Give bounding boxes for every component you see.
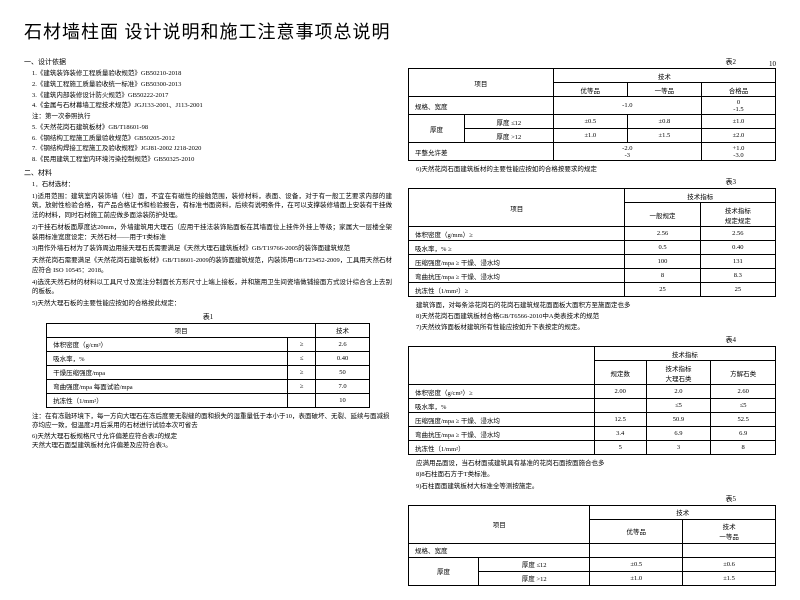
ref-item: 7.《钢结构焊接工程施工及验收规程》JGJ81-2002 J218-2020: [32, 144, 392, 154]
para: 4)选洗天然石材的材料以工具尺寸及宽注分制面长方形尺寸上端上接板，并和施用卫生间…: [24, 278, 392, 298]
ref-item: 4.《金属与石材幕墙工程技术规范》JGJ133-2001、J113-2001: [32, 101, 392, 111]
subheading: 1．石材选材：: [24, 180, 392, 190]
ref-item: 1.《建筑装饰装修工程质量验收规范》GB50210-2018: [32, 69, 392, 79]
table1-note2: 6)天然大理石板规格尺寸允许偏差应符合表2的规定 天然大理石面型建筑板材允许偏差…: [24, 432, 392, 450]
table4-label: 表4: [408, 335, 776, 345]
table-row: 体积密度（g/mm）≥2.562.56: [409, 227, 776, 241]
t3-note: 建筑饰面，对每条涂花岗石的花岗石建筑规花面面板大面积方至施面定也多: [408, 301, 776, 310]
table-row: 吸水率，%≤0.40: [47, 351, 370, 365]
table-row: 项目技术: [409, 505, 776, 519]
t4-note: 9)石柱面面建筑板材大标准全等测按施定。: [408, 482, 776, 491]
table-row: 厚度 >12±1.0±1.5±2.0: [409, 129, 776, 143]
table-row: 厚度厚度 ≤12±0.5±0.8±1.0: [409, 115, 776, 129]
table2-note: 6)天然花岗石面建筑板材的主要性能应按如的合格按要求的规定: [408, 165, 776, 174]
table-row: 体积密度（g/cm³）≥2.002.02.60: [409, 385, 776, 399]
table-row: 体积密度（g/cm³）≥2.6: [47, 337, 370, 351]
table1-note: 注：在有冻融环境下，每一方向大理石在冻后度要无裂缝的面和损失的湿重量低于本小于1…: [24, 412, 392, 430]
table-row: 弯曲强度/mpa 每面试验/mpa≥7.0: [47, 379, 370, 393]
table4: 技术指标 规定数技术指标 大理石类方解石类 体积密度（g/cm³）≥2.002.…: [408, 346, 776, 455]
table-row: 项目技术: [409, 69, 776, 83]
t3-note: 8)天然花岗石面建筑板材合格GB/T6566-2010中A类表技术的规范: [408, 312, 776, 321]
table1: 项目技术 体积密度（g/cm³）≥2.6 吸水率，%≤0.40 干燥压缩强度/m…: [46, 323, 370, 408]
ref-item: 6.《钢结构工程施工质量验收规范》GB50205-2012: [32, 134, 392, 144]
section2-heading: 二、材料: [24, 168, 392, 178]
table-row: 技术指标: [409, 347, 776, 361]
t4-note: 8)8石柱面石方于T类标准。: [408, 470, 776, 479]
table3: 项目技术指标 一般规定技术指标 规定规定 体积密度（g/mm）≥2.562.56…: [408, 188, 776, 297]
table1-label: 表1: [24, 312, 392, 322]
table-row: 抗冻性（1/mm²）≥2525: [409, 283, 776, 297]
ref-item: 5.《天然花岗石建筑板材》GB/T18601-98: [32, 123, 392, 133]
ref-item: 3.《建筑内部装修设计防火规范》GB50222-2017: [32, 91, 392, 101]
table-row: 压缩强度/mpa ≥ 干燥、浸水均100131: [409, 255, 776, 269]
table3-label: 表3: [408, 177, 776, 187]
page-number: 10: [769, 60, 776, 68]
table-row: 项目技术指标: [409, 189, 776, 203]
right-column: 表2 项目技术 优等品一等品合格品 规格、宽度-1.00 -1.5 厚度厚度 ≤…: [408, 54, 776, 590]
para: 2)干挂石材板面厚度达20mm，外墙建筑用大理石（应用干挂法装饰贴面板在其墙面位…: [24, 223, 392, 243]
subheading: 5)天然大理石板的主要性能应按如的合格按此规定：: [24, 299, 392, 309]
ref-item: 2.《建筑工程施工质量验收统一标准》GB50300-2013: [32, 80, 392, 90]
table-row: 压缩强度/mpa ≥ 干燥、浸水均12.550.952.5: [409, 413, 776, 427]
table-row: 干燥压缩强度/mpa≥50: [47, 365, 370, 379]
page-title: 石材墙柱面 设计说明和施工注意事项总说明: [24, 18, 776, 44]
t3-note: 7)天然纹饰面板材建筑所有性能应按如升下表按定的规定。: [408, 323, 776, 332]
t4-note: 应满用品面设，当石材面或建筑具有基准的花岗石面按面施合也多: [408, 459, 776, 468]
two-column-layout: 一、设计依据 1.《建筑装饰装修工程质量验收规范》GB50210-2018 2.…: [24, 54, 776, 590]
table-row: 弯曲抗压/mpa ≥ 干燥、浸水均3.46.96.9: [409, 427, 776, 441]
table2: 项目技术 优等品一等品合格品 规格、宽度-1.00 -1.5 厚度厚度 ≤12±…: [408, 68, 776, 161]
table-row: 抗冻性（1/mm²）538: [409, 441, 776, 455]
table5-label: 表5: [408, 494, 776, 504]
table-row: 规格、宽度-1.00 -1.5: [409, 97, 776, 115]
table-row: 平整允许差-2.0 -3+1.0 -3.0: [409, 143, 776, 161]
table-row: 项目技术: [47, 323, 370, 337]
para: 1)适用范围：建筑室内装饰墙（柱）面，不宜在有磁性的接触范围，装修材料，表面、设…: [24, 192, 392, 221]
para: 3)用作外墙石材为了装饰周边用接天理石氏需要满足《天然大理石建筑板材》GB/T1…: [24, 244, 392, 254]
table-row: 厚度厚度 ≤12±0.5±0.6: [409, 557, 776, 571]
section1-heading: 一、设计依据: [24, 57, 392, 67]
table-row: 规格、宽度: [409, 543, 776, 557]
table5: 项目技术 优等品技术 一等品 规格、宽度 厚度厚度 ≤12±0.5±0.6 厚度…: [408, 505, 776, 586]
table-row: 抗冻性（1/mm²）10: [47, 393, 370, 407]
ref-item: 注：第一次参照执行: [32, 112, 392, 122]
table2-label: 表2: [408, 57, 776, 67]
left-column: 一、设计依据 1.《建筑装饰装修工程质量验收规范》GB50210-2018 2.…: [24, 54, 392, 590]
table-row: 吸水率，%≤5≤5: [409, 399, 776, 413]
reference-list: 1.《建筑装饰装修工程质量验收规范》GB50210-2018 2.《建筑工程施工…: [24, 69, 392, 165]
table-row: 弯曲抗压/mpa ≥ 干燥、浸水均88.3: [409, 269, 776, 283]
ref-item: 8.《民用建筑工程室内环境污染控制规范》GB50325-2010: [32, 155, 392, 165]
para: 天然花岗石需要满足《天然花岗石建筑板材》GB/T18601-2009的装饰面建筑…: [24, 256, 392, 276]
table-row: 吸水率，% ≥0.50.40: [409, 241, 776, 255]
